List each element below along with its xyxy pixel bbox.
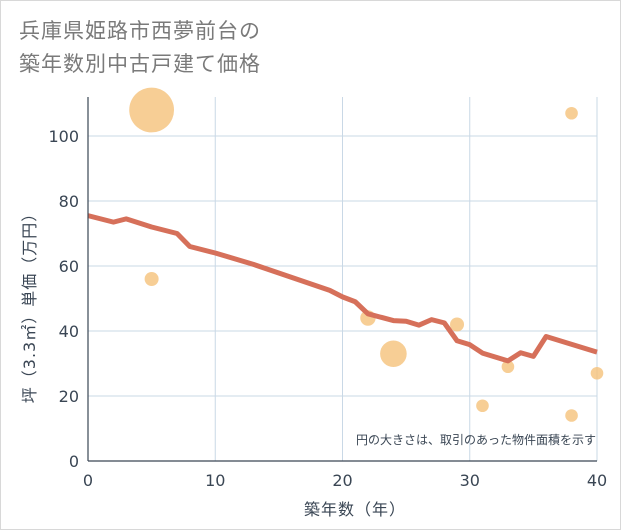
axes [87,97,597,462]
x-axis-label: 築年数（年） [304,500,406,519]
y-tick-100: 100 [48,127,79,146]
bubble-series [129,87,604,422]
x-tick-0: 0 [83,471,93,490]
x-tick-20: 20 [332,471,352,490]
bubble-7 [565,106,578,120]
y-tick-60: 60 [59,257,79,276]
bubble-8 [565,409,578,422]
x-tick-30: 30 [460,471,480,490]
y-tick-80: 80 [59,192,79,211]
x-tick-labels: 0 10 20 30 40 [83,471,607,490]
chart-title-line-1: 兵庫県姫路市西夢前台の [19,19,261,43]
grid-lines [88,97,598,461]
bubble-9 [590,366,604,380]
x-tick-40: 40 [587,471,607,490]
y-tick-0: 0 [69,452,79,471]
chart-title: 兵庫県姫路市西夢前台の 築年数別中古戸建て価格 [19,15,261,81]
y-tick-labels: 0 20 40 60 80 100 [48,127,79,471]
chart-title-line-2: 築年数別中古戸建て価格 [19,52,261,76]
bubble-1 [144,272,159,286]
bubble-6 [501,360,515,374]
bubble-size-note: 円の大きさは、取引のあった物件面積を示す [356,432,596,447]
bubble-0 [129,87,175,133]
y-tick-20: 20 [59,387,79,406]
trend-line [87,213,598,364]
bubble-3 [380,340,407,368]
trend-line-group [87,213,598,364]
x-tick-10: 10 [205,471,225,490]
y-axis-label: 坪（3.3㎡）単価（万円） [20,205,39,403]
y-tick-40: 40 [59,322,79,341]
bubble-4 [450,317,465,332]
bubble-5 [476,399,489,413]
